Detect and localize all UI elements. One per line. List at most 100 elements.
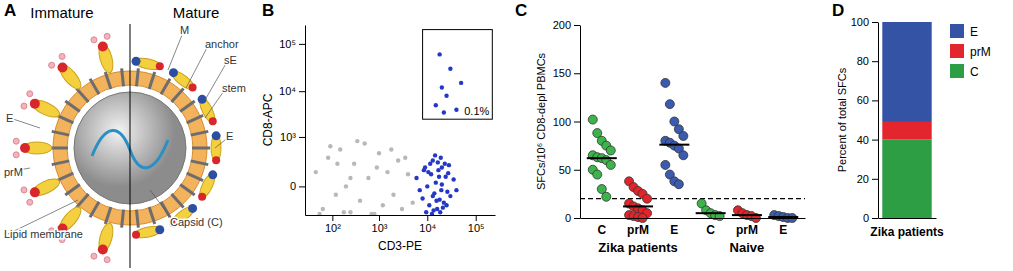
tick: 10⁴ [279,85,305,97]
e-protein-immature [30,97,62,121]
m-protein [90,202,99,218]
tick-mark [299,44,305,45]
column-title: Mature [173,4,220,21]
diagram-label: sE [224,54,237,66]
prm-protein [30,187,40,197]
diagram-label: anchor [205,38,239,50]
tick-label: 10⁵ [279,38,296,50]
diagram-label: E [226,130,233,142]
m-protein [52,161,70,165]
event-point [389,147,393,151]
event-point [447,163,451,167]
tick: 20 [857,173,878,185]
data-point [588,115,597,124]
data-point [679,131,688,140]
event-point [440,85,444,89]
m-protein [122,68,124,86]
diagram-label: M [180,24,189,36]
event-point [434,103,438,107]
tick-mark [872,22,878,23]
event-point [439,156,443,160]
data-point [602,192,611,201]
event-point [437,175,441,179]
tick-mark [574,218,580,219]
prm-protein [30,99,40,109]
panel-c: CprMEZika patientsCprMENaive050100150200… [535,19,806,255]
axis-line [879,218,937,219]
event-point [358,199,362,203]
figure: ImmatureMatureManchorsEstemEprMELipid me… [0,0,1013,271]
event-point [335,162,339,166]
event-point [377,151,381,155]
x-axis-title: CD3-PE [378,239,422,253]
m-protein [90,79,99,95]
tick: 100 [851,16,878,28]
glycan [104,33,110,39]
tick: 10⁵ [279,38,305,50]
tick: 10³ [372,215,388,234]
gate [423,30,493,120]
x-axis [581,218,806,219]
diagram-label: Lipid membrane [4,228,83,240]
event-point [444,94,448,98]
panel-label: C [515,1,527,20]
e-protein-mature [197,171,218,201]
panel-b: 0.1%10²10³10⁴10⁵010³10⁴10⁵CD3-PECD8-APC [261,26,496,254]
tick-label: 100 [851,16,869,28]
median-line [732,214,762,216]
legend-label: C [970,65,979,79]
m-protein [52,131,70,135]
event-point [355,139,359,143]
tick-mark [574,73,580,74]
tick-label: 60 [857,94,869,106]
median-line [587,157,617,159]
axis-line [305,26,306,216]
median-line [696,212,726,214]
e-domain [212,131,221,140]
event-point [321,207,325,211]
event-point [326,156,330,160]
glycan [13,152,19,158]
category-label: prM [736,223,758,237]
axis-line [306,215,496,216]
plot-area [580,78,805,222]
e-domain [169,68,178,77]
glycan [49,62,55,68]
tick-label: 100 [553,116,571,128]
tick-mark [872,61,878,62]
category-label: prM [627,223,649,237]
event-point [439,188,443,192]
data-point [679,151,688,160]
event-point [334,193,338,197]
e-protein-mature [169,68,197,93]
bar-segment [882,22,931,122]
event-point [317,212,321,215]
event-point [400,207,404,211]
legend-swatch [950,64,964,78]
m-protein [180,184,195,195]
bar-segment [882,140,931,218]
axis-line [878,23,879,219]
category-label: E [779,223,787,237]
plot-area [882,22,931,218]
tick-label: 80 [857,55,869,67]
m-protein [149,72,155,89]
event-point [328,144,332,148]
m-protein [65,184,80,195]
plot-area [314,30,493,215]
tick-mark [872,218,878,219]
tick-label: 40 [857,134,869,146]
glycan [21,103,27,109]
tick-label: 10⁵ [468,222,485,234]
diagram-label: prM [4,166,23,178]
e-protein-mature [197,96,218,126]
group-label: Zika patients [598,240,677,255]
leader-line [186,44,209,88]
panel-label: B [262,1,274,20]
y-axis: 050100150200 [553,19,581,224]
event-point [411,200,415,204]
event-point [344,184,348,188]
tick-label: 0 [565,212,571,224]
m-protein [57,173,73,180]
column-title: Immature [30,4,93,21]
